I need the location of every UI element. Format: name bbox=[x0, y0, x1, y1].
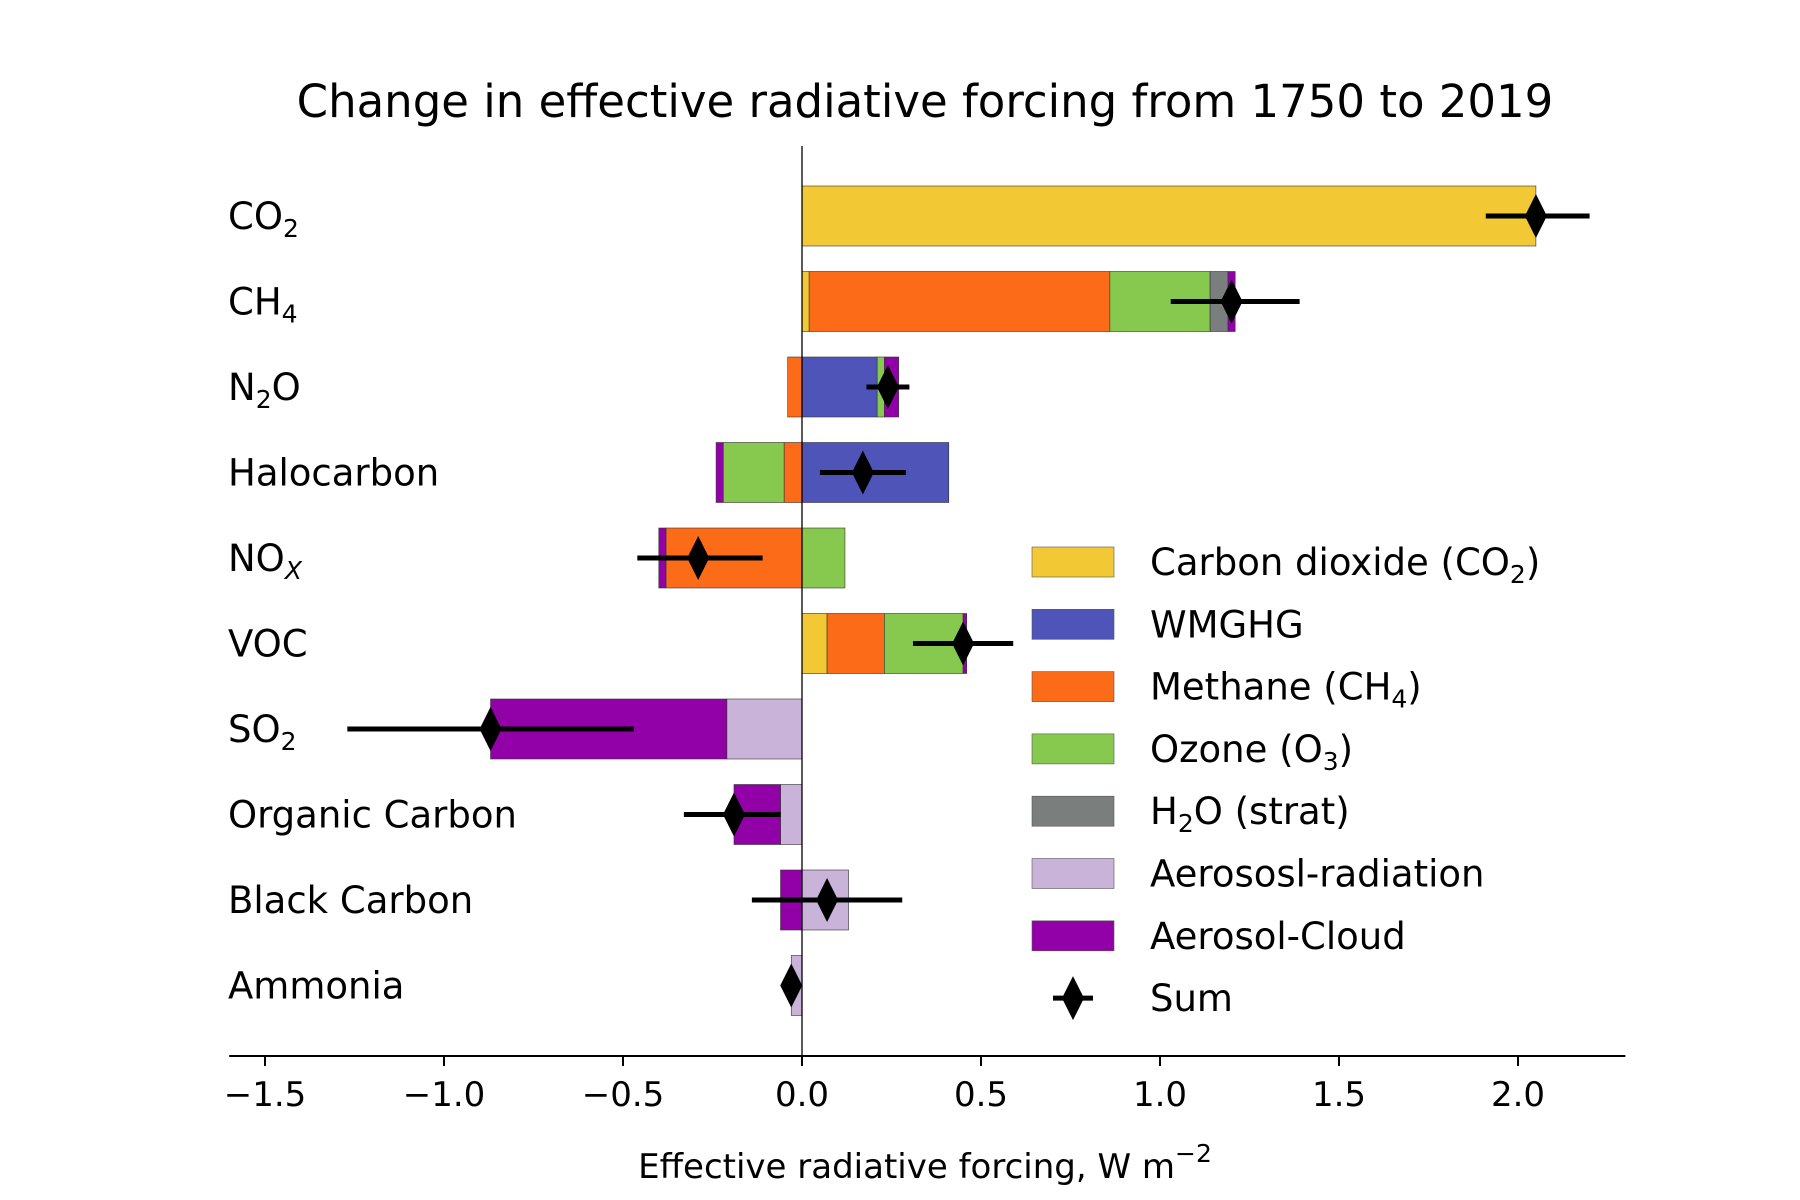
legend: Carbon dioxide (CO2) WMGHG Methane (CH4) Oz… bbox=[1031, 541, 1540, 1021]
x-tick-label-0: −1.5 bbox=[224, 1075, 307, 1115]
bar-segment-6-5 bbox=[726, 698, 803, 760]
category-label-0: CO2 bbox=[228, 195, 299, 243]
category-label-text: N bbox=[228, 366, 256, 409]
x-axis-label-exponent: −2 bbox=[1175, 1139, 1212, 1168]
bar-segment-3-6 bbox=[715, 442, 724, 503]
bar-segment-2-2 bbox=[787, 356, 803, 418]
legend-swatch-0 bbox=[1031, 546, 1115, 578]
x-axis-label: Effective radiative forcing, W m−2 bbox=[638, 1139, 1212, 1187]
category-label-text: SO bbox=[228, 708, 281, 751]
chart-title: Change in effective radiative forcing fr… bbox=[297, 75, 1554, 128]
bar-segment-3-2 bbox=[783, 442, 803, 503]
category-label-tail: O bbox=[272, 366, 301, 409]
sum-marker-7 bbox=[722, 792, 745, 837]
x-tick-label-2: −0.5 bbox=[582, 1075, 665, 1115]
legend-sum-marker bbox=[1062, 976, 1084, 1021]
legend-label-sum: Sum bbox=[1150, 977, 1233, 1020]
category-label-text: Organic Carbon bbox=[228, 794, 517, 837]
sum-marker-3 bbox=[851, 450, 874, 495]
legend-label-2: Methane (CH4) bbox=[1150, 666, 1422, 714]
legend-swatch-5 bbox=[1031, 858, 1115, 889]
x-tick-label-1: −1.0 bbox=[403, 1075, 486, 1115]
bar-segment-2-1 bbox=[801, 356, 878, 418]
x-tick-label-7: 2.0 bbox=[1491, 1075, 1545, 1115]
legend-label-5: Aerososl-radiation bbox=[1150, 853, 1484, 896]
category-label-5: VOC bbox=[228, 623, 308, 666]
category-label-9: Ammonia bbox=[228, 965, 404, 1008]
legend-label-3: Ozone (O3) bbox=[1150, 728, 1353, 776]
category-label-sub: 2 bbox=[281, 727, 297, 756]
legend-swatch-3 bbox=[1031, 733, 1115, 765]
bar-segment-1-0 bbox=[801, 271, 810, 332]
bar-segment-3-3 bbox=[722, 442, 785, 503]
category-label-8: Black Carbon bbox=[228, 879, 473, 922]
bar-segment-1-2 bbox=[808, 271, 1111, 332]
legend-swatch-6 bbox=[1031, 920, 1115, 952]
bar-segment-4-3 bbox=[801, 527, 846, 589]
x-axis: −1.5 −1.0 −0.5 0.0 0.5 1.0 1.5 2.0 bbox=[224, 146, 1626, 1115]
category-label-7: Organic Carbon bbox=[228, 794, 517, 837]
category-label-text: CH bbox=[228, 281, 282, 324]
bar-segment-5-0 bbox=[801, 613, 828, 674]
bar-segment-0-0 bbox=[801, 185, 1537, 247]
legend-swatch-1 bbox=[1031, 608, 1115, 640]
legend-swatch-2 bbox=[1031, 671, 1115, 702]
sum-marker-1 bbox=[1220, 279, 1243, 324]
category-label-text: VOC bbox=[228, 623, 308, 666]
category-label-sub: 4 bbox=[282, 300, 298, 329]
category-label-3: Halocarbon bbox=[228, 452, 439, 495]
legend-label-6: Aerosol-Cloud bbox=[1150, 915, 1406, 958]
legend-swatch-4 bbox=[1031, 795, 1115, 827]
sum-markers-layer bbox=[347, 194, 1590, 1008]
x-tick-label-6: 1.5 bbox=[1312, 1075, 1366, 1115]
sum-marker-0 bbox=[1524, 194, 1547, 238]
category-label-sub: X bbox=[283, 556, 303, 585]
x-tick-label-3: 0.0 bbox=[775, 1075, 829, 1115]
category-label-text: Black Carbon bbox=[228, 879, 473, 922]
bar-segment-5-2 bbox=[826, 613, 885, 674]
category-label-text: CO bbox=[228, 195, 283, 238]
category-label-1: CH4 bbox=[228, 281, 298, 329]
x-axis-label-text: Effective radiative forcing, W m bbox=[638, 1147, 1175, 1187]
sum-marker-5 bbox=[952, 621, 975, 666]
x-tick-label-5: 1.0 bbox=[1133, 1075, 1187, 1115]
bar-segment-7-5 bbox=[780, 784, 803, 845]
category-label-text: NO bbox=[228, 537, 285, 580]
category-label-sub: 2 bbox=[256, 385, 272, 414]
sum-marker-8 bbox=[816, 878, 839, 922]
category-label-text: Ammonia bbox=[228, 965, 404, 1008]
category-label-sub: 2 bbox=[283, 214, 299, 243]
x-tick-label-4: 0.5 bbox=[954, 1075, 1008, 1115]
legend-label-0: Carbon dioxide (CO2) bbox=[1150, 541, 1540, 589]
sum-marker-4 bbox=[687, 536, 710, 580]
category-label-4: NOX bbox=[228, 537, 303, 585]
category-label-6: SO2 bbox=[228, 708, 297, 756]
legend-label-1: WMGHG bbox=[1150, 603, 1304, 646]
category-label-2: N2O bbox=[228, 366, 301, 414]
legend-label-4: H2O (strat) bbox=[1150, 790, 1350, 838]
category-label-text: Halocarbon bbox=[228, 452, 439, 495]
sum-marker-6 bbox=[479, 707, 502, 751]
sum-marker-2 bbox=[876, 365, 899, 409]
sum-marker-9 bbox=[780, 963, 803, 1008]
